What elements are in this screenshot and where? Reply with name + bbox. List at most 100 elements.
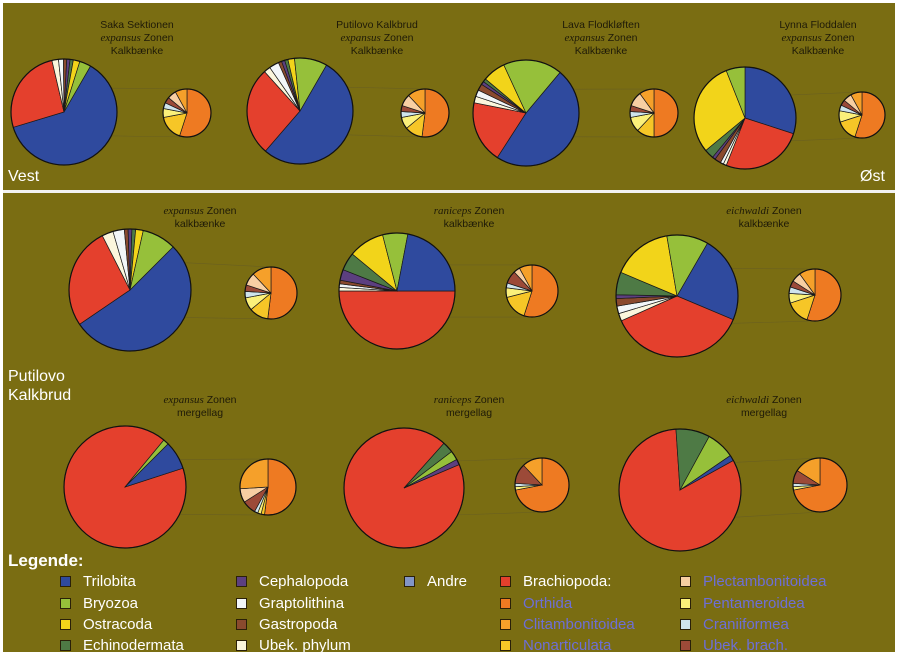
legend-label: Bryozoa	[83, 594, 139, 612]
pie-outline	[162, 88, 212, 138]
zone-name: expansus	[163, 205, 204, 217]
legend-label: Echinodermata	[83, 636, 184, 654]
connector-line	[454, 511, 543, 516]
legend-label: Craniiformea	[703, 615, 789, 633]
legend-swatch	[60, 597, 71, 609]
caption-kalk-raniceps: raniceps Zonen kalkbænke	[394, 205, 544, 231]
label-vest: Vest	[8, 168, 40, 185]
pie-brachiopoda-3	[629, 88, 679, 138]
caption-merg-expansus: expansus Zonen mergellag	[125, 394, 275, 420]
legend-item-cephalopoda: Cephalopoda	[236, 571, 348, 591]
zone-name: expansus	[564, 32, 605, 44]
legend-label: Ubek. phylum	[259, 636, 351, 654]
legend-swatch	[60, 639, 71, 651]
connector-line	[788, 91, 863, 96]
caption-line-1: Lava Flodkløften	[562, 19, 640, 31]
legend-swatch	[60, 575, 71, 587]
caption-merg-raniceps: raniceps Zonen mergellag	[394, 394, 544, 420]
caption-line-3: Kalkbænke	[791, 45, 845, 57]
zone-name: expansus	[100, 32, 141, 44]
connector-line	[176, 514, 269, 516]
caption-zone: expansus Zonen	[125, 394, 275, 407]
pie-outline	[246, 57, 354, 165]
legend-label: Ubek. brach.	[703, 636, 789, 654]
legend-label: Orthida	[523, 594, 573, 612]
pie-main-1	[10, 58, 118, 166]
legend-label: Clitambonitoidea	[523, 615, 635, 633]
pie-slice-orthida	[653, 88, 679, 138]
legend-item-nonarticulata: Nonarticulata	[500, 635, 611, 655]
pie-outline	[838, 91, 886, 139]
connector-line	[181, 317, 272, 320]
legend-swatch	[236, 639, 247, 651]
legend-swatch	[500, 639, 511, 651]
legend-item-ubek-phylum: Ubek. phylum	[236, 635, 351, 655]
caption-zone: eichwaldi Zonen	[689, 205, 839, 218]
caption-zone: expansus Zonen	[125, 205, 275, 218]
pie-outline	[239, 458, 297, 516]
pie-main-7	[615, 234, 739, 358]
caption-line-2: kalkbænke	[738, 218, 790, 230]
zone-name: expansus	[340, 32, 381, 44]
legend-swatch	[236, 575, 247, 587]
connector-line	[109, 135, 188, 138]
caption-zone: expansus Zonen	[302, 32, 452, 45]
pie-outline	[618, 428, 742, 552]
caption-kalk-expansus: expansus Zonen kalkbænke	[125, 205, 275, 231]
zone-word: Zonen	[380, 32, 414, 44]
legend-item-craniiformea: Craniiformea	[680, 614, 789, 634]
legend-swatch	[500, 618, 511, 630]
legend-item-bryozoa: Bryozoa	[60, 593, 138, 613]
legend-swatch	[500, 597, 511, 609]
caption-kalk-eichwaldi: eichwaldi Zonen kalkbænke	[689, 205, 839, 231]
pie-main-2	[246, 57, 354, 165]
legend-swatch	[404, 575, 415, 587]
caption-saka: Saka Sektionen expansus Zonen Kalkbænke	[62, 19, 212, 58]
zone-word: Zonen	[203, 205, 237, 217]
caption-line-1: Saka Sektionen	[100, 19, 174, 31]
pie-brachiopoda-8	[239, 458, 297, 516]
pie-slice-orthida	[264, 458, 297, 516]
pie-brachiopoda-10	[792, 457, 848, 513]
pie-outline	[400, 88, 450, 138]
connector-line	[731, 511, 821, 518]
legend-label: Nonarticulata	[523, 636, 612, 654]
legend-title: Legende:	[8, 551, 84, 570]
legend-swatch	[680, 639, 691, 651]
connector-line	[345, 86, 426, 90]
caption-line-1: Putilovo Kalkbrud	[336, 19, 418, 31]
zone-name: raniceps	[433, 394, 472, 406]
caption-line-2: mergellag	[176, 407, 224, 419]
caption-line-2: kalkbænke	[443, 218, 495, 230]
legend-item-gastropoda: Gastropoda	[236, 614, 337, 634]
zone-name: eichwaldi	[726, 394, 770, 406]
caption-putilovo: Putilovo Kalkbrud expansus Zonen Kalkbæn…	[302, 19, 452, 58]
caption-line-2: mergellag	[740, 407, 788, 419]
connector-line	[454, 457, 543, 462]
zone-name: eichwaldi	[726, 205, 770, 217]
connector-line	[345, 134, 426, 138]
pie-outline	[472, 59, 580, 167]
connector-line	[176, 458, 269, 460]
connector-line	[181, 262, 272, 268]
caption-line-2: mergellag	[445, 407, 493, 419]
caption-zone: raniceps Zonen	[394, 394, 544, 407]
pie-slice-clitambonitoidea	[239, 458, 269, 490]
legend-label: Cephalopoda	[259, 572, 349, 590]
zone-name: expansus	[163, 394, 204, 406]
caption-line-3: Kalkbænke	[110, 45, 164, 57]
pie-main-8	[63, 425, 187, 549]
caption-lynna: Lynna Floddalen expansus Zonen Kalkbænke	[743, 19, 893, 58]
legend-item-clitambonitoidea: Clitambonitoidea	[500, 614, 635, 634]
legend-label: Ostracoda	[83, 615, 153, 633]
pie-main-9	[343, 427, 465, 549]
caption-line-3: Kalkbænke	[350, 45, 404, 57]
pie-outline	[343, 427, 465, 549]
connector-line	[788, 137, 863, 142]
pie-brachiopoda-2	[400, 88, 450, 138]
legend-swatch	[500, 575, 511, 587]
pie-brachiopoda-1	[162, 88, 212, 138]
legend-item-pentameroidea: Pentameroidea	[680, 593, 805, 613]
label-putilovo: Putilovo Kalkbrud	[8, 367, 71, 405]
